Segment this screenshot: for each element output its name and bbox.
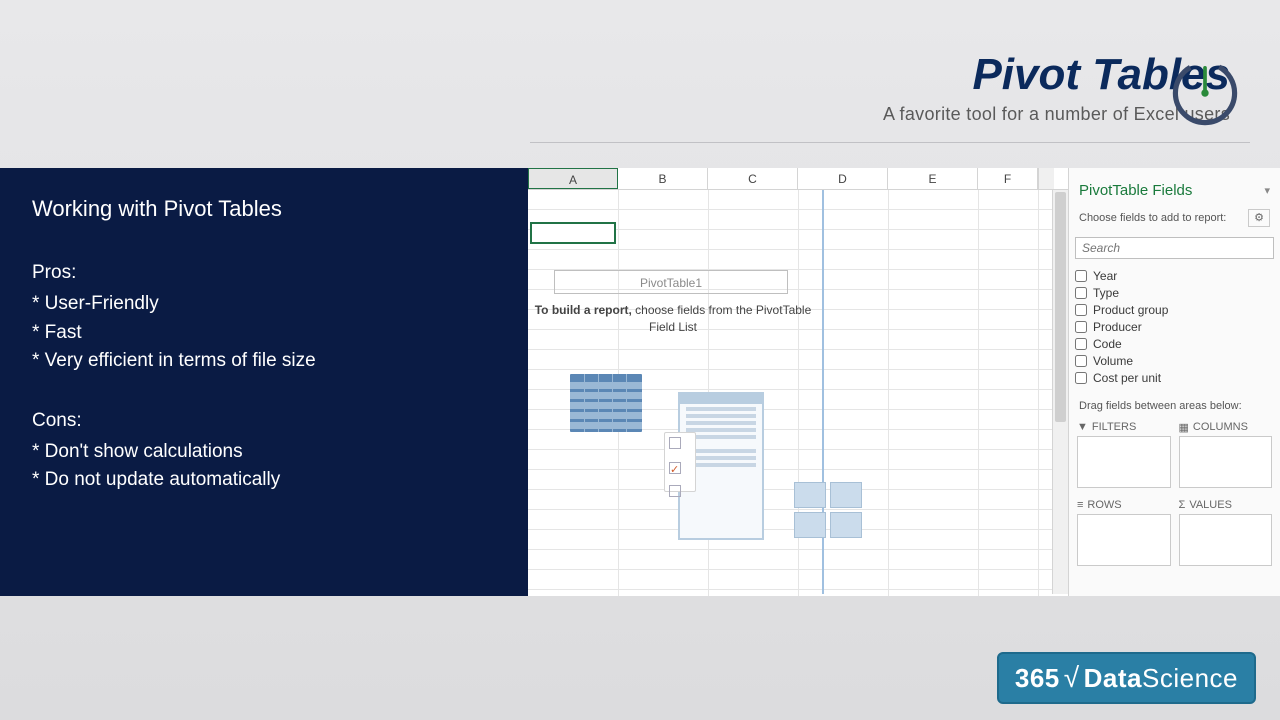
- header-divider: [530, 142, 1250, 143]
- pivot-illustration: [570, 374, 780, 554]
- filter-icon: ▼: [1077, 421, 1088, 433]
- brand-watermark: 365 √ Data Science: [997, 652, 1256, 704]
- gear-icon[interactable]: ⚙: [1248, 209, 1270, 227]
- drag-areas-label: Drag fields between areas below:: [1069, 390, 1280, 418]
- field-checkbox[interactable]: [1075, 287, 1087, 299]
- values-icon: Σ: [1179, 499, 1186, 511]
- scrollbar-gutter: [1038, 168, 1054, 189]
- filters-area[interactable]: ▼FILTERS: [1077, 418, 1171, 488]
- field-item[interactable]: Producer: [1075, 318, 1274, 335]
- columns-icon: ▦: [1179, 421, 1189, 434]
- columns-area[interactable]: ▦COLUMNS: [1179, 418, 1273, 488]
- excel-window: A B C D E F PivotTabl: [528, 168, 1068, 596]
- panel-dropdown-icon[interactable]: ▾: [1264, 184, 1270, 197]
- pros-item: * Fast: [32, 319, 496, 348]
- gauge-icon: [1168, 56, 1242, 130]
- drop-areas: ▼FILTERS ▦COLUMNS ≡ROWS ΣVALUES: [1069, 418, 1280, 566]
- columns-dropzone[interactable]: [1179, 436, 1273, 488]
- panel-title: PivotTable Fields: [1079, 182, 1192, 199]
- pivot-instruction: To build a report, choose fields from th…: [532, 302, 814, 337]
- search-input[interactable]: [1075, 237, 1274, 259]
- cons-item: * Do not update automatically: [32, 466, 496, 495]
- pros-heading: Pros:: [32, 262, 496, 284]
- scrollbar-thumb[interactable]: [1055, 192, 1066, 422]
- field-item[interactable]: Type: [1075, 284, 1274, 301]
- pros-block: Pros: * User-Friendly * Fast * Very effi…: [32, 262, 496, 376]
- pivottable-fields-panel: PivotTable Fields ▾ Choose fields to add…: [1068, 168, 1280, 596]
- column-header[interactable]: A: [528, 168, 618, 189]
- slide-subtitle: A favorite tool for a number of Excel us…: [530, 104, 1230, 125]
- field-list: Year Type Product group Producer Code Vo…: [1069, 263, 1280, 390]
- spreadsheet-grid[interactable]: PivotTable1 To build a report, choose fi…: [528, 190, 1068, 596]
- cons-block: Cons: * Don't show calculations * Do not…: [32, 410, 496, 495]
- brand-end: Science: [1142, 663, 1238, 694]
- slide-header: Pivot Tables A favorite tool for a numbe…: [530, 50, 1230, 125]
- field-item[interactable]: Product group: [1075, 301, 1274, 318]
- column-header[interactable]: B: [618, 168, 708, 189]
- pivot-name-box: PivotTable1: [554, 270, 788, 294]
- rows-area[interactable]: ≡ROWS: [1077, 496, 1171, 566]
- field-checkbox[interactable]: [1075, 372, 1087, 384]
- field-search: [1075, 237, 1274, 259]
- field-checkbox[interactable]: [1075, 321, 1087, 333]
- values-area[interactable]: ΣVALUES: [1179, 496, 1273, 566]
- vertical-scrollbar[interactable]: [1052, 190, 1068, 594]
- column-header[interactable]: F: [978, 168, 1038, 189]
- choose-fields-label: Choose fields to add to report:: [1079, 212, 1226, 224]
- panel-title-row: PivotTable Fields ▾: [1069, 168, 1280, 207]
- field-checkbox[interactable]: [1075, 270, 1087, 282]
- column-header[interactable]: E: [888, 168, 978, 189]
- column-headers: A B C D E F: [528, 168, 1068, 190]
- field-checkbox[interactable]: [1075, 355, 1087, 367]
- illus-checkbox-icon: [664, 432, 696, 492]
- sidebar-title: Working with Pivot Tables: [32, 196, 496, 222]
- cons-heading: Cons:: [32, 410, 496, 432]
- filters-dropzone[interactable]: [1077, 436, 1171, 488]
- field-checkbox[interactable]: [1075, 338, 1087, 350]
- column-header[interactable]: C: [708, 168, 798, 189]
- pros-item: * Very efficient in terms of file size: [32, 347, 496, 376]
- pivot-placeholder-area: PivotTable1 To build a report, choose fi…: [528, 190, 824, 594]
- check-icon: √: [1064, 662, 1080, 694]
- field-item[interactable]: Cost per unit: [1075, 369, 1274, 386]
- info-sidebar: Working with Pivot Tables Pros: * User-F…: [0, 168, 528, 596]
- panel-subtitle-row: Choose fields to add to report: ⚙: [1069, 207, 1280, 229]
- rows-dropzone[interactable]: [1077, 514, 1171, 566]
- illus-data-table-icon: [570, 374, 642, 432]
- cons-item: * Don't show calculations: [32, 438, 496, 467]
- field-item[interactable]: Year: [1075, 267, 1274, 284]
- field-item[interactable]: Volume: [1075, 352, 1274, 369]
- column-header[interactable]: D: [798, 168, 888, 189]
- values-dropzone[interactable]: [1179, 514, 1273, 566]
- brand-number: 365: [1015, 663, 1060, 694]
- field-checkbox[interactable]: [1075, 304, 1087, 316]
- pros-item: * User-Friendly: [32, 290, 496, 319]
- brand-mid: Data: [1084, 663, 1142, 694]
- rows-icon: ≡: [1077, 499, 1083, 511]
- slide-title: Pivot Tables: [530, 50, 1230, 100]
- field-item[interactable]: Code: [1075, 335, 1274, 352]
